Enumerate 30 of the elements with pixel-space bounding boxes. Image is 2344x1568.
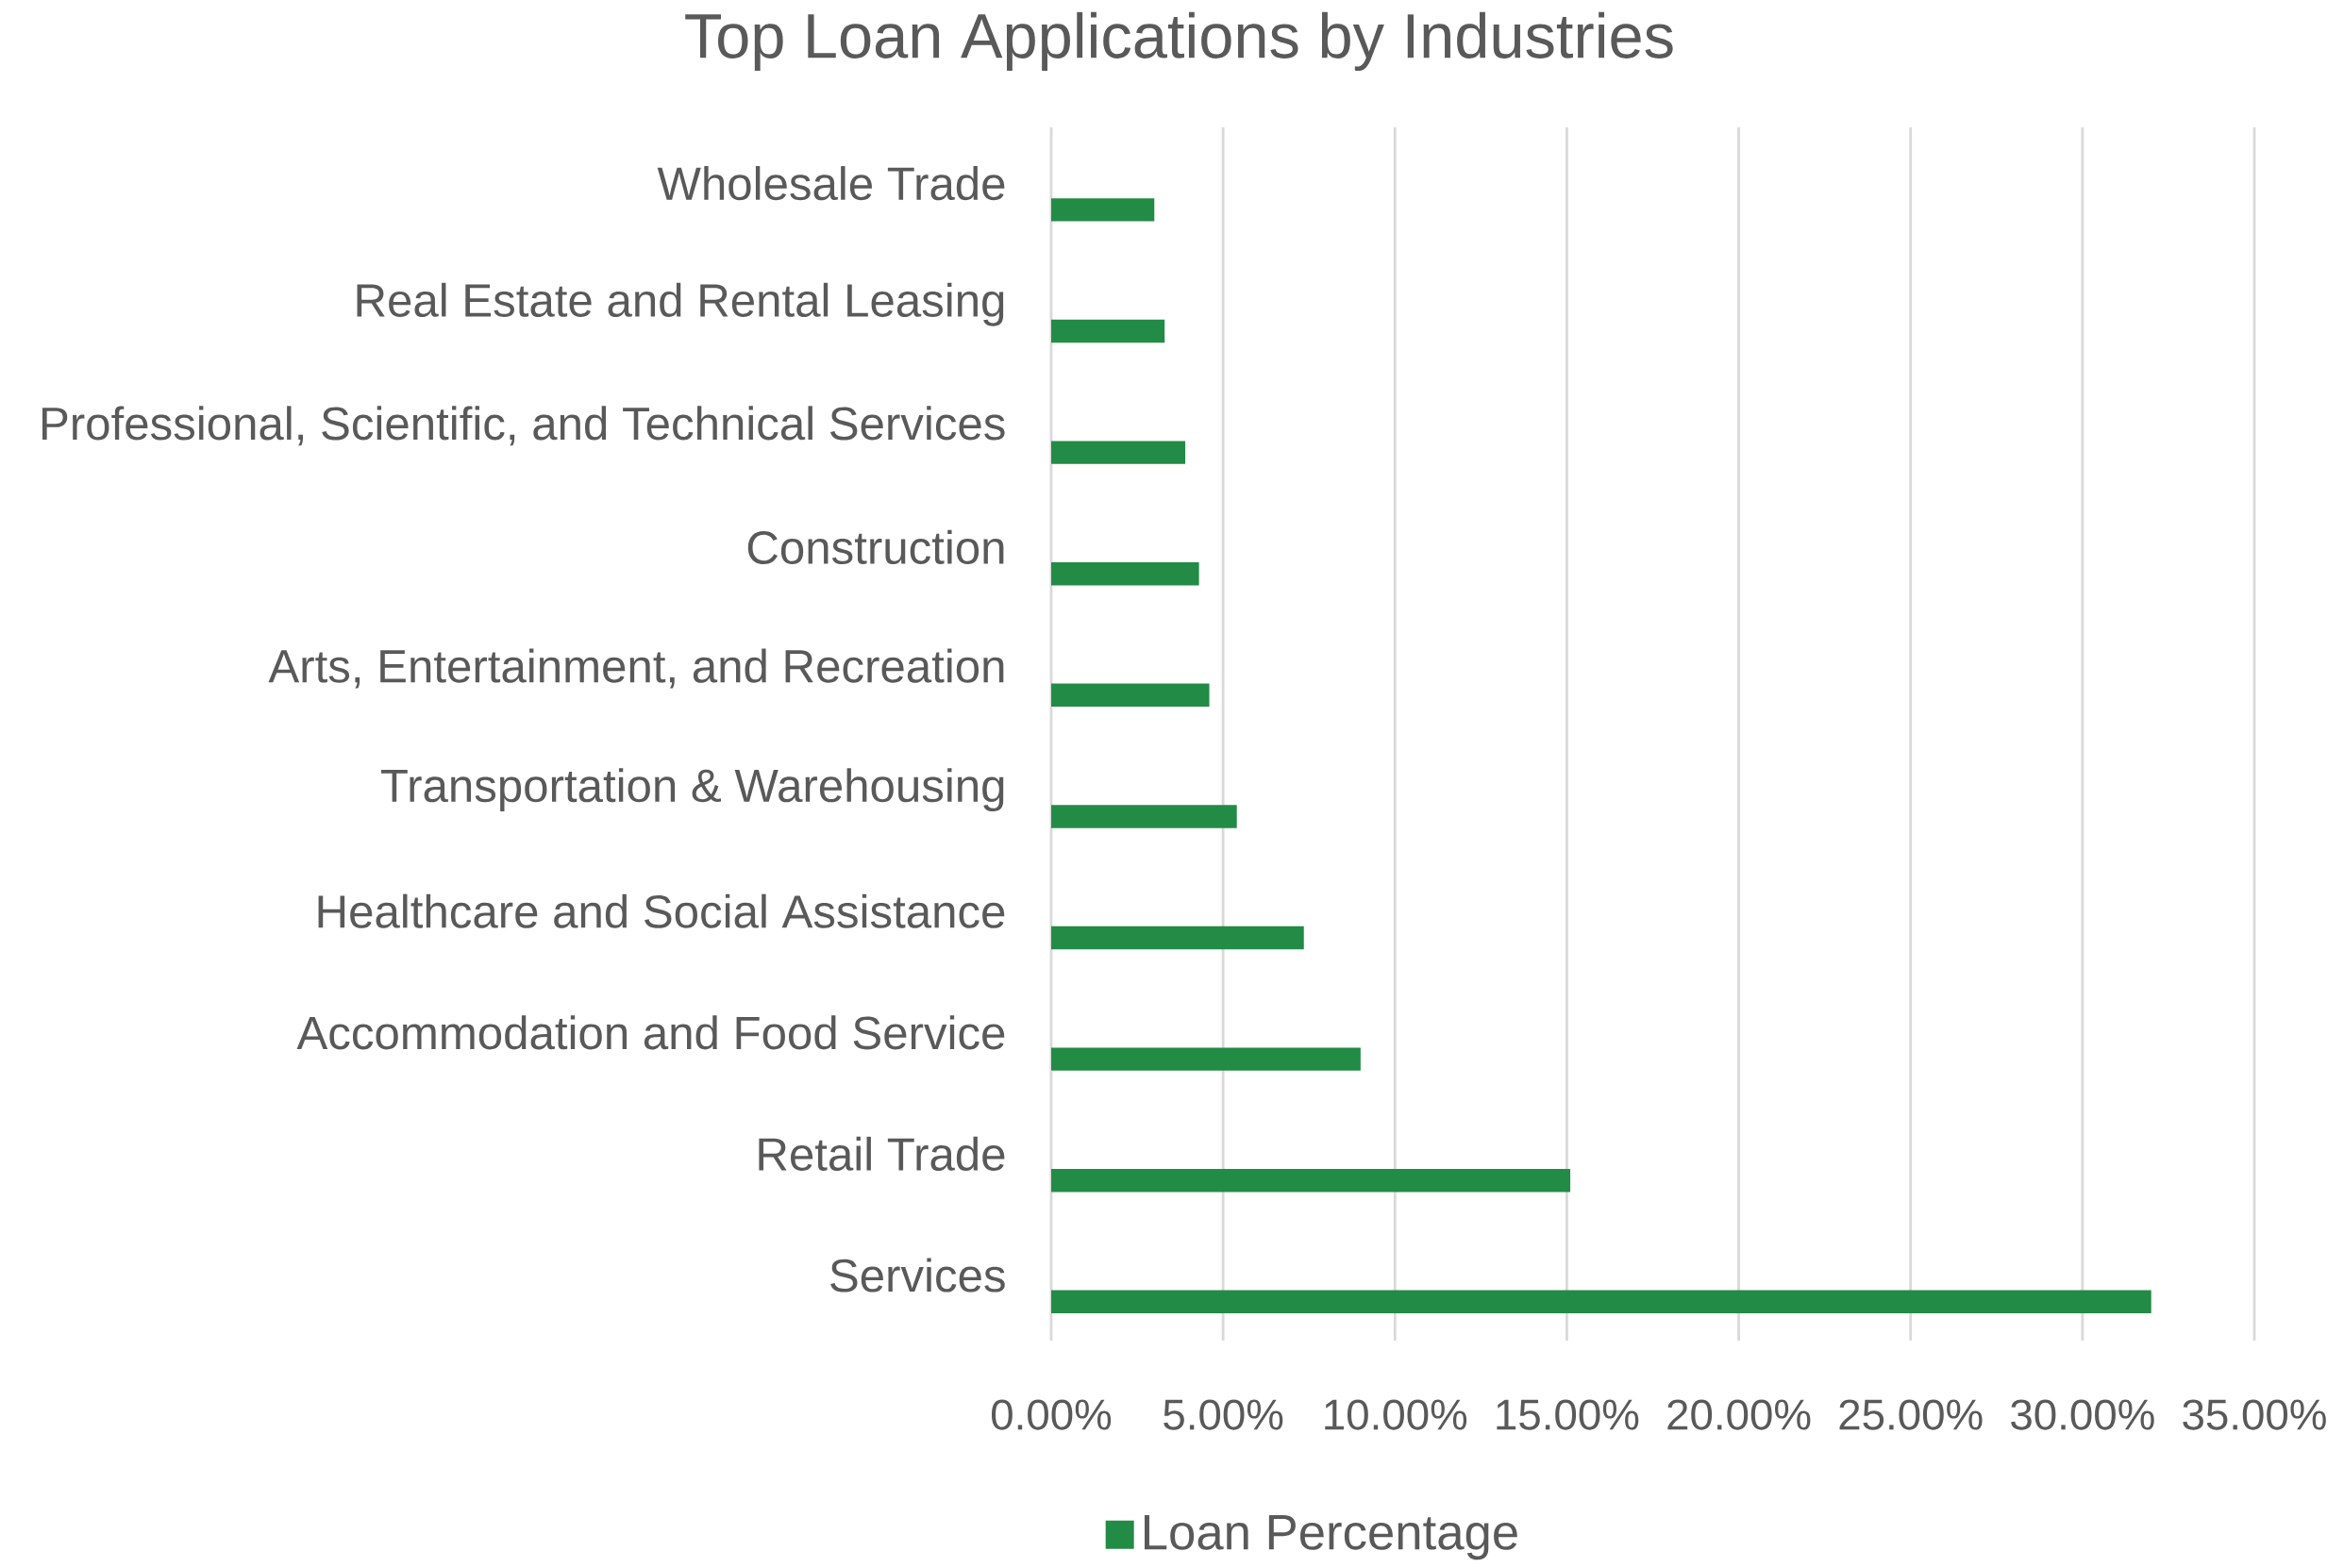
- x-tick-label: 15.00%: [1497, 1399, 1639, 1430]
- bar: [1050, 441, 1186, 465]
- y-tick-label: Professional, Scientific, and Technical Services: [42, 406, 1005, 446]
- x-tick-label: 10.00%: [1325, 1399, 1467, 1430]
- chart-title: Top Loan Applications by Industries: [685, 12, 1673, 72]
- bar: [1050, 1169, 1571, 1193]
- bar: [1050, 805, 1237, 828]
- x-tick-label: 0.00%: [991, 1399, 1112, 1430]
- bar: [1050, 1047, 1361, 1072]
- x-tick-label: 5.00%: [1164, 1399, 1283, 1430]
- y-tick-label: Accommodation and Food Service: [296, 1015, 1005, 1050]
- x-tick-label: 20.00%: [1667, 1399, 1811, 1430]
- y-tick-label: Services: [830, 1258, 1005, 1293]
- y-tick-label: Transportation & Warehousing: [381, 768, 1004, 812]
- x-tick-label: 30.00%: [2011, 1399, 2154, 1430]
- y-tick-label: Construction: [747, 530, 1004, 565]
- x-tick-label: 25.00%: [1839, 1399, 1983, 1430]
- y-tick-label: Retail Trade: [759, 1137, 1005, 1172]
- legend-label: Loan Percentage: [1145, 1515, 1517, 1560]
- y-tick-label: Arts, Entertainment, and Recreation: [268, 648, 1004, 689]
- bar: [1050, 1290, 2151, 1314]
- y-tick-label: Healthcare and Social Assistance: [318, 893, 1005, 929]
- bar: [1050, 683, 1210, 708]
- x-tick-label: 35.00%: [2183, 1399, 2326, 1430]
- y-tick-label: Real Estate and Rental Leasing: [357, 282, 1004, 326]
- y-tick-label: Wholesale Trade: [657, 166, 1005, 201]
- bar: [1050, 926, 1304, 950]
- bar: [1050, 320, 1165, 343]
- bar: [1050, 198, 1155, 222]
- bar: [1050, 562, 1199, 586]
